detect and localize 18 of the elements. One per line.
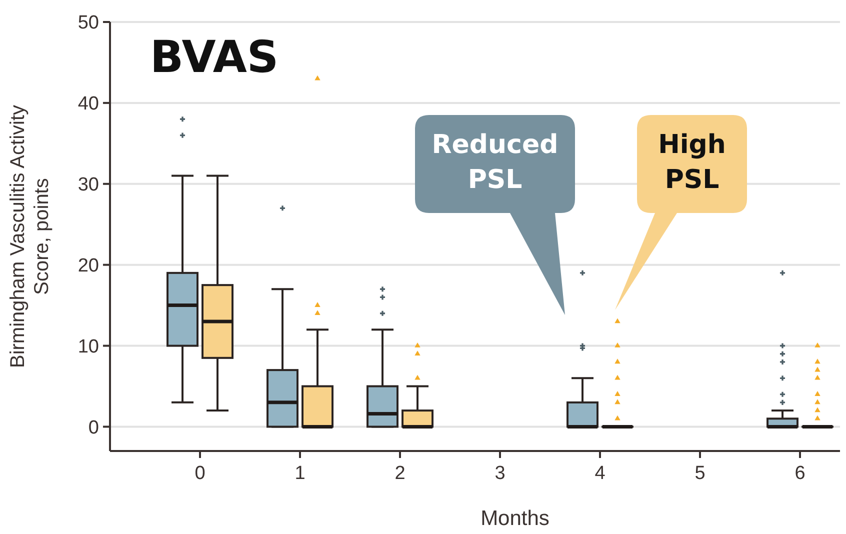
chart-title: BVAS <box>150 32 279 83</box>
y-tick-label: 0 <box>88 417 99 438</box>
annotation: Reduced PSL <box>432 130 558 195</box>
y-tick-label: 40 <box>78 94 99 115</box>
x-tick-label: 0 <box>194 463 206 484</box>
y-tick-label: 20 <box>78 255 99 276</box>
y-tick-label: 30 <box>78 174 99 196</box>
x-tick-label: 1 <box>294 463 306 484</box>
annotation: High PSL <box>658 130 726 195</box>
y-tick-label: 10 <box>78 336 99 358</box>
x-tick-label: 4 <box>594 463 606 484</box>
y-axis-title: Birmingham Vasculitis Activity Score, points <box>7 104 53 368</box>
x-tick-label: 2 <box>394 463 406 484</box>
x-tick-label: 6 <box>794 463 806 484</box>
x-tick-label: 5 <box>694 463 706 484</box>
x-axis-title: Months <box>480 507 550 530</box>
x-tick-label: 3 <box>494 463 506 484</box>
y-tick-label: 50 <box>78 12 99 34</box>
